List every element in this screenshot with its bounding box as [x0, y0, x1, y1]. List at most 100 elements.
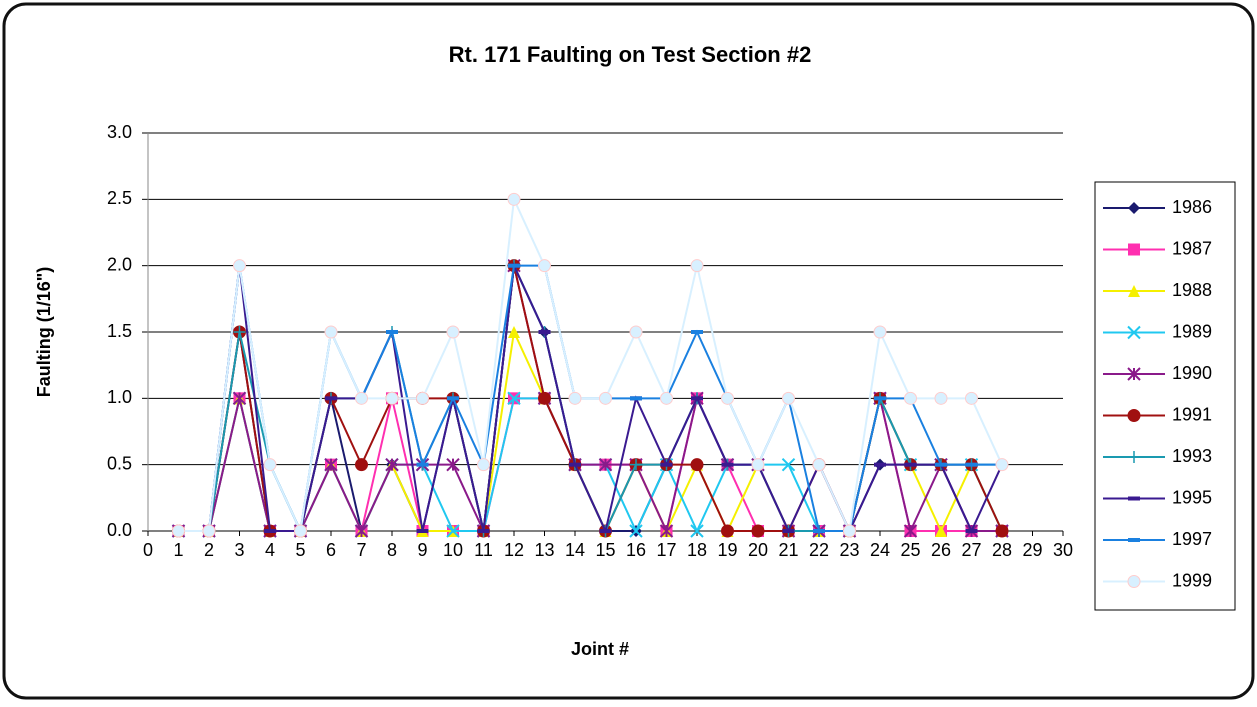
legend-label: 1999: [1172, 570, 1212, 590]
marker: [721, 462, 734, 467]
x-tick-label: 23: [839, 540, 859, 560]
marker: [569, 462, 581, 467]
marker: [629, 325, 643, 339]
marker: [1127, 409, 1141, 422]
y-tick-label: 2.0: [107, 254, 132, 274]
x-tick-label: 10: [443, 540, 463, 560]
x-tick-label: 0: [143, 540, 153, 560]
x-tick-label: 2: [204, 540, 214, 560]
marker: [446, 524, 460, 538]
marker: [904, 391, 917, 405]
marker: [813, 529, 825, 533]
marker: [782, 391, 795, 405]
x-tick-label: 25: [900, 540, 920, 560]
marker: [385, 391, 399, 405]
marker: [781, 457, 796, 472]
marker: [935, 462, 947, 467]
legend-label: 1997: [1172, 529, 1212, 549]
marker: [507, 192, 521, 206]
marker: [995, 458, 1009, 472]
marker: [690, 524, 704, 538]
marker: [568, 391, 582, 405]
marker: [965, 391, 978, 405]
marker: [965, 462, 978, 467]
marker: [354, 524, 369, 538]
marker: [660, 391, 673, 405]
y-tick-label: 2.5: [107, 188, 132, 208]
marker: [599, 391, 612, 405]
x-tick-label: 1: [173, 540, 183, 560]
marker: [751, 524, 765, 538]
legend-label: 1991: [1172, 404, 1212, 424]
marker: [691, 330, 703, 334]
marker: [446, 325, 460, 339]
marker: [598, 457, 613, 472]
marker: [477, 458, 490, 472]
marker: [935, 525, 947, 537]
marker: [1128, 538, 1140, 542]
marker: [538, 259, 551, 273]
marker: [232, 391, 247, 406]
marker: [324, 457, 338, 472]
marker: [995, 524, 1009, 538]
marker: [447, 396, 459, 401]
y-tick-label: 0.0: [107, 520, 132, 540]
marker: [812, 458, 826, 472]
marker: [843, 524, 856, 538]
marker: [721, 524, 734, 538]
marker: [1128, 202, 1140, 214]
x-tick-label: 6: [326, 540, 336, 560]
marker: [508, 263, 520, 268]
series-line: [178, 262, 1003, 535]
marker: [630, 458, 642, 471]
marker: [446, 457, 460, 472]
x-tick-label: 28: [992, 540, 1012, 560]
marker: [1128, 243, 1140, 256]
legend-label: 1990: [1172, 363, 1212, 383]
marker: [202, 524, 216, 538]
y-tick-label: 0.5: [107, 453, 132, 473]
marker: [660, 462, 673, 467]
marker: [233, 326, 246, 338]
x-tick-label: 30: [1053, 540, 1073, 560]
series-line: [178, 195, 1003, 535]
x-tick-label: 4: [265, 540, 275, 560]
marker: [355, 458, 368, 472]
y-tick-label: 1.5: [107, 321, 132, 341]
legend-label: 1988: [1172, 280, 1212, 300]
x-tick-label: 16: [626, 540, 646, 560]
marker: [934, 391, 948, 405]
marker: [325, 396, 337, 401]
x-tick-label: 9: [417, 540, 427, 560]
x-tick-label: 18: [687, 540, 707, 560]
y-tick-label: 1.0: [107, 387, 132, 407]
x-tick-label: 27: [961, 540, 981, 560]
marker: [263, 458, 277, 472]
marker: [659, 524, 674, 538]
marker: [751, 458, 765, 472]
marker: [416, 391, 429, 405]
marker: [294, 524, 307, 538]
x-tick-label: 20: [748, 540, 768, 560]
x-tick-label: 22: [809, 540, 829, 560]
marker: [416, 529, 429, 533]
marker: [965, 529, 978, 533]
marker: [874, 396, 886, 401]
marker: [233, 259, 246, 273]
x-tick-label: 17: [656, 540, 676, 560]
x-tick-label: 21: [778, 540, 798, 560]
marker: [1127, 575, 1141, 588]
marker: [508, 326, 520, 338]
marker: [630, 396, 642, 401]
legend-label: 1993: [1172, 446, 1212, 466]
marker: [874, 462, 886, 467]
x-tick-label: 7: [356, 540, 366, 560]
marker: [507, 391, 521, 406]
marker: [629, 524, 643, 538]
marker: [690, 458, 704, 472]
x-tick-label: 12: [504, 540, 524, 560]
marker: [1128, 496, 1140, 501]
marker: [385, 457, 399, 472]
x-tick-label: 19: [717, 540, 737, 560]
